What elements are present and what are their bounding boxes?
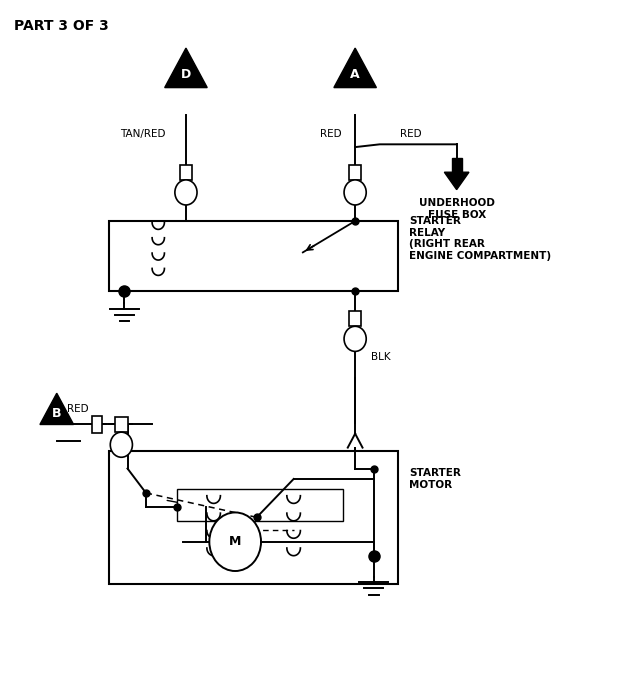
Text: PART 3 OF 3: PART 3 OF 3 <box>14 19 108 33</box>
Bar <box>349 311 362 326</box>
Text: STARTER
RELAY
(RIGHT REAR
ENGINE COMPARTMENT): STARTER RELAY (RIGHT REAR ENGINE COMPART… <box>409 216 551 261</box>
Circle shape <box>175 180 197 205</box>
Text: BLK: BLK <box>371 352 390 362</box>
Text: easyautodiagnostics.c...: easyautodiagnostics.c... <box>184 252 311 262</box>
Circle shape <box>344 180 366 205</box>
Text: TAN/RED: TAN/RED <box>120 129 166 139</box>
Bar <box>349 164 362 180</box>
Bar <box>177 489 343 521</box>
Polygon shape <box>444 172 469 190</box>
Bar <box>109 221 398 290</box>
Polygon shape <box>452 158 462 172</box>
Text: M: M <box>229 536 242 548</box>
Bar <box>115 416 127 432</box>
Text: RED: RED <box>400 129 421 139</box>
Polygon shape <box>40 393 74 424</box>
Circle shape <box>210 512 261 571</box>
Bar <box>109 451 398 584</box>
Text: B: B <box>52 407 62 421</box>
Bar <box>93 416 102 433</box>
Text: D: D <box>181 68 191 80</box>
Text: RED: RED <box>67 404 89 414</box>
Circle shape <box>110 432 132 457</box>
Text: UNDERHOOD
FUSE BOX: UNDERHOOD FUSE BOX <box>419 198 494 220</box>
Circle shape <box>344 326 366 351</box>
Polygon shape <box>164 48 207 88</box>
Text: RED: RED <box>320 129 341 139</box>
Text: A: A <box>350 68 360 80</box>
Text: STARTER
MOTOR: STARTER MOTOR <box>409 468 461 490</box>
Bar <box>180 164 192 180</box>
Polygon shape <box>334 48 376 88</box>
